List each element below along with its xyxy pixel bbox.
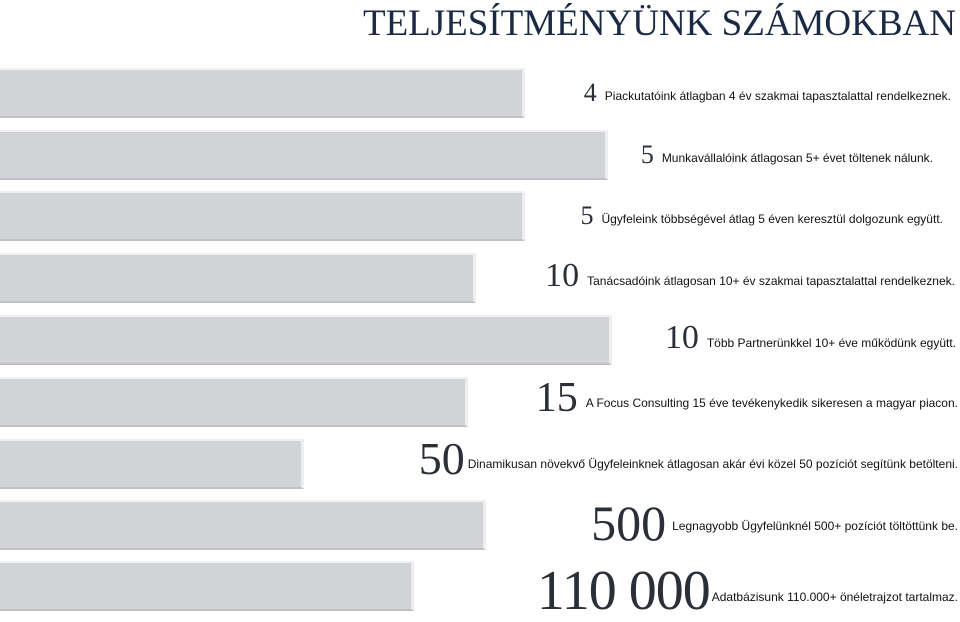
stat-description: Több Partnerünkkel 10+ éve működünk együ… [706,336,956,350]
stat-bar [0,68,525,118]
stat-description: Dinamikusan növekvő Ügyfeleinknek átlago… [467,457,958,471]
stat-number: 5 [580,201,594,230]
stat-row: 15 A Focus Consulting 15 éve tevékenyked… [0,373,960,435]
stat-row: 50 Dinamikusan növekvő Ügyfeleinknek átl… [0,435,960,497]
stat-description: Munkavállalóink átlagosan 5+ évet tölten… [661,151,933,165]
stat-bar [0,377,468,427]
stat-number: 110 000 [536,560,711,622]
stat-number: 15 [535,375,578,421]
stat-row: 500 Legnagyobb Ügyfelünknél 500+ pozíció… [0,496,960,558]
stat-row: 10 Tanácsadóink átlagosan 10+ év szakmai… [0,249,960,311]
stat-row: 4 Piackutatóink átlagban 4 év szakmai ta… [0,64,960,126]
stat-bar [0,561,414,611]
stat-bar [0,500,486,550]
stat-row: 10 Több Partnerünkkel 10+ éve működünk e… [0,311,960,373]
stat-number: 50 [418,433,465,484]
stat-number: 10 [664,319,699,356]
stat-number: 4 [583,78,597,107]
stat-description: Ügyfeleink többségével átlag 5 éven kere… [601,212,943,226]
stat-number: 10 [545,257,580,294]
stat-bar [0,439,304,489]
stat-row: 5 Munkavállalóink átlagosan 5+ évet tölt… [0,126,960,188]
stat-bar [0,253,476,303]
page-title: TELJESÍTMÉNYÜNK SZÁMOKBAN [362,3,956,44]
stat-description: Adatbázisunk 110.000+ önéletrajzot tarta… [711,590,958,604]
stat-description: Piackutatóink átlagban 4 év szakmai tapa… [604,89,951,103]
stat-number: 5 [640,140,654,169]
stat-row: 5 Ügyfeleink többségével átlag 5 éven ke… [0,187,960,249]
stat-bar [0,130,608,180]
stat-row: 110 000 Adatbázisunk 110.000+ önéletrajz… [0,557,960,619]
stat-description: A Focus Consulting 15 éve tevékenykedik … [585,396,958,410]
stat-bar [0,191,525,241]
stat-description: Tanácsadóink átlagosan 10+ év szakmai ta… [587,274,955,288]
stat-description: Legnagyobb Ügyfelünknél 500+ pozíciót tö… [672,519,958,533]
stat-bar [0,315,612,365]
stat-number: 500 [591,495,667,551]
